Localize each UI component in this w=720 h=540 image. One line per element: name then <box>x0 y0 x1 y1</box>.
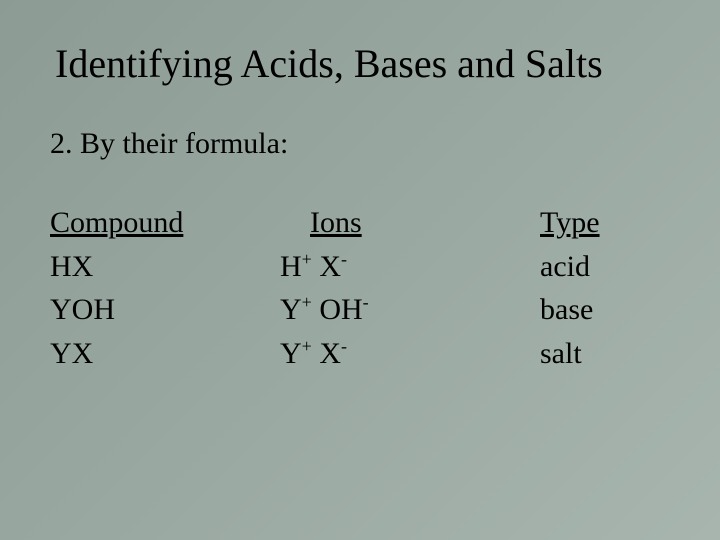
anion-charge: - <box>341 336 347 356</box>
cation-charge: + <box>302 249 312 269</box>
table-row: YOH Y+ OH- base <box>50 288 670 332</box>
slide-subtitle: 2. By their formula: <box>50 127 670 161</box>
anion-base: X <box>319 337 341 370</box>
slide: Identifying Acids, Bases and Salts 2. By… <box>0 0 720 540</box>
anion-base: X <box>319 250 341 283</box>
anion-charge: - <box>363 292 369 312</box>
cell-type: base <box>540 288 670 332</box>
cation: Y+ <box>280 293 312 326</box>
header-type: Type <box>540 201 670 245</box>
cell-type: salt <box>540 332 670 376</box>
cation: H+ <box>280 250 312 283</box>
cell-compound: YX <box>50 332 280 376</box>
cell-ions: Y+ OH- <box>280 288 540 332</box>
cation-charge: + <box>302 292 312 312</box>
cell-ions: H+ X- <box>280 245 540 289</box>
table-row: HX H+ X- acid <box>50 245 670 289</box>
anion-base: OH <box>319 293 362 326</box>
header-ions: Ions <box>280 201 540 245</box>
cell-ions: Y+ X- <box>280 332 540 376</box>
cation-base: Y <box>280 293 302 326</box>
cell-compound: HX <box>50 245 280 289</box>
cation-charge: + <box>302 336 312 356</box>
anion-charge: - <box>341 249 347 269</box>
header-compound-text: Compound <box>50 206 183 239</box>
anion: X- <box>319 250 347 283</box>
cell-type: acid <box>540 245 670 289</box>
anion: OH- <box>319 293 368 326</box>
header-compound: Compound <box>50 201 280 245</box>
header-ions-text: Ions <box>280 201 362 245</box>
slide-title: Identifying Acids, Bases and Salts <box>55 40 670 87</box>
cation: Y+ <box>280 337 312 370</box>
table-row: YX Y+ X- salt <box>50 332 670 376</box>
cell-compound: YOH <box>50 288 280 332</box>
header-type-text: Type <box>540 206 600 239</box>
anion: X- <box>319 337 347 370</box>
cation-base: Y <box>280 337 302 370</box>
cation-base: H <box>280 250 302 283</box>
table-header-row: Compound Ions Type <box>50 201 670 245</box>
content-table: Compound Ions Type HX H+ X- acid YOH Y+ … <box>50 201 670 375</box>
